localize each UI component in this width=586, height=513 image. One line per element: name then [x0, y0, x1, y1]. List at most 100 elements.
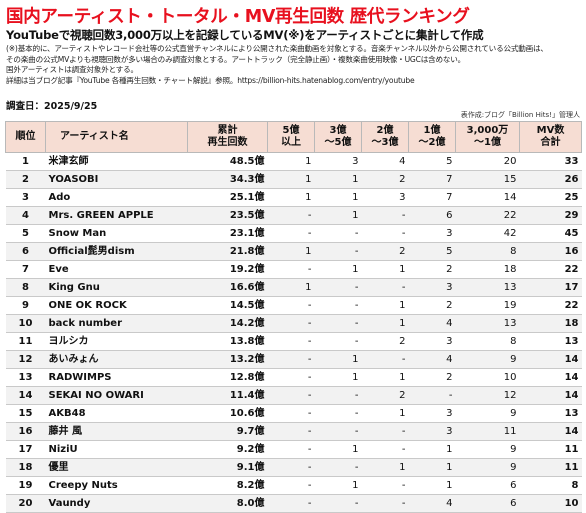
header-artist: アーティスト名 [45, 121, 188, 153]
mv-total-cell: 11 [519, 440, 582, 459]
header-200m: 2億 ～3億 [361, 121, 409, 153]
count-100m-cell: 5 [408, 152, 456, 171]
count-300m-cell: 1 [314, 260, 362, 279]
artist-cell: Mrs. GREEN APPLE [45, 206, 188, 225]
total-plays-cell: 23.5億 [187, 206, 268, 225]
rank-cell: 17 [5, 440, 46, 459]
count-300m-cell: 1 [314, 368, 362, 387]
count-100m-cell: 4 [408, 350, 456, 369]
artist-cell: ONE OK ROCK [45, 296, 188, 315]
artist-cell: Creepy Nuts [45, 476, 188, 495]
rank-cell: 2 [5, 170, 46, 189]
count-200m-cell: - [361, 440, 409, 459]
total-plays-cell: 25.1億 [187, 188, 268, 207]
rank-cell: 8 [5, 278, 46, 297]
count-500m-cell: 1 [267, 152, 315, 171]
table-row: 18 優里 9.1億 - -1 1 9 11 [5, 458, 582, 477]
count-100m-cell: 1 [408, 440, 456, 459]
table-row: 19 Creepy Nuts 8.2億 -1-1 6 8 [5, 476, 582, 495]
note-line: 国外アーティストは調査対象外とする。 [6, 65, 138, 75]
survey-date: 調査日：2025/9/25 [6, 101, 98, 112]
count-200m-cell: 2 [361, 170, 409, 189]
count-500m-cell: - [267, 224, 315, 243]
count-30m-cell: 20 [455, 152, 520, 171]
count-200m-cell: 1 [361, 260, 409, 279]
artist-cell: ヨルシカ [45, 332, 188, 351]
count-30m-cell: 12 [455, 386, 520, 405]
count-100m-cell: 2 [408, 260, 456, 279]
count-200m-cell: - [361, 278, 409, 297]
table-row: 20 Vaundy 8.0億 - - -4 6 10 [5, 494, 582, 513]
table-row: 10 back number 14.2億 - -1 4 13 18 [5, 314, 582, 333]
total-plays-cell: 11.4億 [187, 386, 268, 405]
artist-cell: NiziU [45, 440, 188, 459]
mv-total-cell: 14 [519, 422, 582, 441]
count-30m-cell: 22 [455, 206, 520, 225]
count-500m-cell: - [267, 350, 315, 369]
count-200m-cell: 1 [361, 368, 409, 387]
header-total: 累計 再生回数 [187, 121, 268, 153]
count-200m-cell: - [361, 206, 409, 225]
artist-cell: Ado [45, 188, 188, 207]
table-row: 15 AKB48 10.6億 - -1 3 9 13 [5, 404, 582, 423]
count-500m-cell: - [267, 476, 315, 495]
count-30m-cell: 10 [455, 368, 520, 387]
total-plays-cell: 48.5億 [187, 152, 268, 171]
count-300m-cell: - [314, 224, 362, 243]
count-300m-cell: 3 [314, 152, 362, 171]
count-30m-cell: 13 [455, 278, 520, 297]
artist-cell: RADWIMPS [45, 368, 188, 387]
total-plays-cell: 8.0億 [187, 494, 268, 513]
table-row: 14 SEKAI NO OWARI 11.4億 - -2-12 14 [5, 386, 582, 405]
rank-cell: 14 [5, 386, 46, 405]
artist-cell: 米津玄師 [45, 152, 188, 171]
header-300m: 3億 ～5億 [314, 121, 362, 153]
mv-total-cell: 13 [519, 404, 582, 423]
artist-cell: Snow Man [45, 224, 188, 243]
mv-total-cell: 14 [519, 350, 582, 369]
rank-cell: 18 [5, 458, 46, 477]
count-300m-cell: - [314, 278, 362, 297]
table-credit: 表作成:ブログ「Billion Hits!」管理人 [460, 111, 580, 119]
header-mv-count: MV数 合計 [519, 121, 582, 153]
total-plays-cell: 23.1億 [187, 224, 268, 243]
count-500m-cell: 1 [267, 242, 315, 261]
note-line: その楽曲の公式MVよりも視聴回数が多い場合のみ調査対象とする。アートトラック（完… [6, 54, 466, 64]
count-200m-cell: - [361, 494, 409, 513]
mv-total-cell: 10 [519, 494, 582, 513]
total-plays-cell: 14.2億 [187, 314, 268, 333]
total-plays-cell: 14.5億 [187, 296, 268, 315]
rank-cell: 5 [5, 224, 46, 243]
count-300m-cell: 1 [314, 440, 362, 459]
total-plays-cell: 9.2億 [187, 440, 268, 459]
count-300m-cell: - [314, 242, 362, 261]
total-plays-cell: 13.2億 [187, 350, 268, 369]
count-30m-cell: 8 [455, 242, 520, 261]
rank-cell: 10 [5, 314, 46, 333]
artist-cell: あいみょん [45, 350, 188, 369]
mv-total-cell: 11 [519, 458, 582, 477]
artist-cell: SEKAI NO OWARI [45, 386, 188, 405]
table-row: 8 King Gnu 16.6億 1- -3 13 17 [5, 278, 582, 297]
table-row: 2 YOASOBI 34.3億 1 1 2 7 15 26 [5, 170, 582, 189]
count-300m-cell: - [314, 296, 362, 315]
count-200m-cell: 1 [361, 458, 409, 477]
count-200m-cell: 1 [361, 314, 409, 333]
note-line: 詳細は当ブログ記事『YouTube 各種再生回数・チャート解説』参照。https… [6, 75, 415, 85]
total-plays-cell: 21.8億 [187, 242, 268, 261]
header-rank: 順位 [5, 121, 46, 153]
rank-cell: 20 [5, 494, 46, 513]
table-row: 7 Eve 19.2億 -1 1 2 18 22 [5, 260, 582, 279]
count-300m-cell: - [314, 404, 362, 423]
rank-cell: 4 [5, 206, 46, 225]
mv-total-cell: 33 [519, 152, 582, 171]
rank-cell: 1 [5, 152, 46, 171]
count-500m-cell: - [267, 458, 315, 477]
count-200m-cell: - [361, 350, 409, 369]
rank-cell: 11 [5, 332, 46, 351]
table-row: 1 米津玄師 48.5億 1 3 4 5 20 33 [5, 152, 582, 171]
count-200m-cell: 4 [361, 152, 409, 171]
count-200m-cell: - [361, 224, 409, 243]
count-30m-cell: 14 [455, 188, 520, 207]
count-200m-cell: 1 [361, 296, 409, 315]
